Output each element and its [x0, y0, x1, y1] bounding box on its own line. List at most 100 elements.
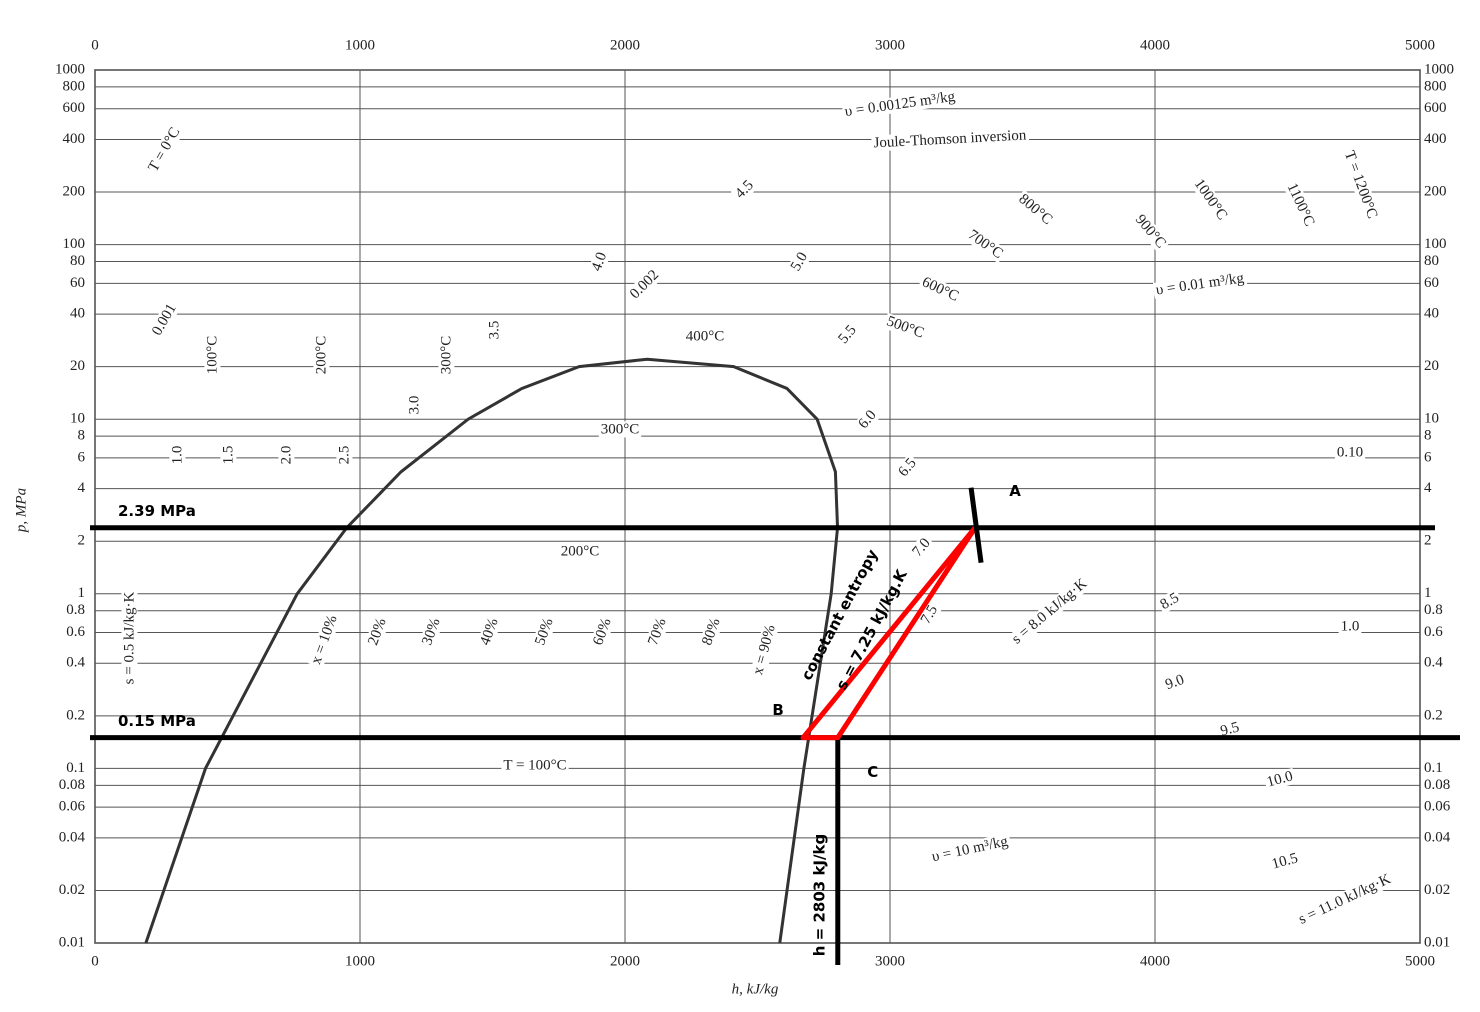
label-background: [786, 247, 813, 276]
curve-label: 1.0: [169, 446, 185, 465]
y-tick-label-right: 80: [1424, 253, 1439, 269]
y-tick-label-left: 1: [78, 585, 86, 601]
curve-label: 4.0: [589, 250, 610, 273]
label-background: [144, 123, 185, 177]
y-tick-label-left: 60: [70, 275, 85, 291]
y-tick-label-right: 1000: [1424, 61, 1454, 77]
y-tick-label-right: 0.6: [1424, 624, 1443, 640]
y-tick-label-left: 0.8: [66, 602, 85, 618]
label-background: [908, 533, 936, 562]
y-tick-label-right: 0.01: [1424, 934, 1450, 950]
point-label: A: [1009, 482, 1021, 500]
y-tick-label-left: 0.04: [59, 829, 86, 845]
y-tick-label-left: 10: [70, 411, 85, 427]
y-tick-label-right: 0.06: [1424, 799, 1451, 815]
y-tick-label-left: 8: [78, 428, 86, 444]
y-tick-label-right: 4: [1424, 480, 1432, 496]
x-tick-label-top: 3000: [875, 37, 905, 53]
y-tick-label-left: 400: [63, 131, 86, 147]
pressure-label: 0.15 MPa: [118, 712, 196, 730]
label-background: [406, 393, 423, 417]
y-tick-label-right: 20: [1424, 358, 1439, 374]
label-background: [894, 453, 922, 482]
y-tick-label-right: 0.02: [1424, 882, 1450, 898]
y-tick-label-left: 0.06: [59, 799, 86, 815]
label-background: [882, 312, 928, 343]
curve-label: 1.0: [1341, 618, 1360, 634]
label-background: [148, 299, 181, 341]
y-tick-label-right: 200: [1424, 183, 1447, 199]
label-background: [1013, 189, 1057, 230]
label-background: [1189, 174, 1232, 225]
y-tick-label-left: 2: [78, 533, 86, 549]
curve-label: 200°C: [561, 543, 600, 559]
curve-label: 200°C: [313, 336, 329, 375]
y-tick-label-right: 2: [1424, 533, 1432, 549]
curve-label: 100°C: [204, 336, 220, 375]
y-tick-label-left: 800: [63, 78, 86, 94]
y-tick-label-left: 0.4: [66, 655, 85, 671]
curve-label: 2.5: [336, 446, 352, 465]
label-background: [1161, 671, 1189, 694]
y-tick-label-right: 8: [1424, 428, 1432, 444]
label-background: [364, 614, 391, 650]
y-tick-label-right: 400: [1424, 131, 1447, 147]
y-tick-label-right: 60: [1424, 275, 1439, 291]
label-background: [220, 443, 237, 467]
y-tick-label-right: 0.8: [1424, 602, 1443, 618]
label-background: [963, 225, 1008, 264]
label-background: [1263, 767, 1297, 792]
label-background: [531, 614, 558, 650]
point-a-marker: [968, 487, 984, 564]
y-tick-label-left: 40: [70, 306, 85, 322]
label-background: [438, 333, 455, 377]
curve-label: 3.0: [406, 396, 422, 415]
label-background: [928, 833, 1012, 866]
curve-label: 1.5: [220, 446, 236, 465]
y-tick-label-left: 0.08: [59, 777, 85, 793]
label-background: [169, 443, 186, 467]
label-background: [1155, 588, 1184, 615]
label-background: [1334, 444, 1366, 461]
y-tick-label-left: 20: [70, 358, 85, 374]
y-tick-label-right: 1: [1424, 585, 1432, 601]
label-background: [278, 443, 295, 467]
enthalpy-label: h = 2803 kJ/kg: [810, 834, 828, 956]
label-background: [841, 88, 959, 121]
y-axis-label: p, MPa: [13, 488, 29, 533]
label-background: [1007, 574, 1092, 649]
label-background: [307, 611, 342, 669]
x-tick-label-bottom: 1000: [345, 953, 375, 969]
y-tick-label-left: 4: [78, 480, 86, 496]
x-tick-label-bottom: 5000: [1405, 953, 1435, 969]
curve-label: 0.10: [1337, 444, 1363, 460]
label-background: [916, 600, 943, 629]
y-tick-label-left: 200: [63, 183, 86, 199]
curve-label: 3.5: [486, 321, 502, 340]
label-background: [871, 127, 1030, 152]
label-background: [336, 443, 353, 467]
y-tick-label-left: 0.6: [66, 624, 85, 640]
label-background: [644, 614, 671, 650]
y-tick-label-right: 6: [1424, 449, 1432, 465]
y-tick-label-left: 0.2: [66, 707, 85, 723]
y-tick-label-right: 600: [1424, 100, 1447, 116]
label-background: [1340, 146, 1381, 223]
y-tick-label-right: 0.1: [1424, 760, 1443, 776]
curve-label: 400°C: [686, 328, 725, 344]
x-tick-label-top: 0: [91, 37, 99, 53]
y-tick-label-right: 10: [1424, 411, 1439, 427]
label-background: [1282, 178, 1319, 231]
label-background: [476, 614, 503, 650]
x-tick-label-top: 2000: [610, 37, 640, 53]
y-tick-label-left: 80: [70, 253, 85, 269]
y-tick-label-right: 40: [1424, 306, 1439, 322]
label-background: [588, 248, 611, 276]
curve-label: s = 0.5 kJ/kg·K: [121, 592, 137, 685]
y-tick-label-left: 0.02: [59, 882, 85, 898]
label-background: [730, 175, 759, 204]
y-tick-label-right: 800: [1424, 78, 1447, 94]
y-tick-label-right: 0.4: [1424, 655, 1443, 671]
